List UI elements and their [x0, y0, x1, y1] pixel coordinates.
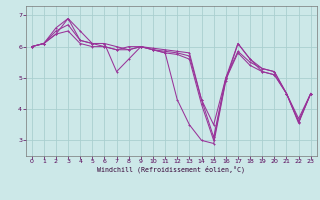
- X-axis label: Windchill (Refroidissement éolien,°C): Windchill (Refroidissement éolien,°C): [97, 166, 245, 173]
